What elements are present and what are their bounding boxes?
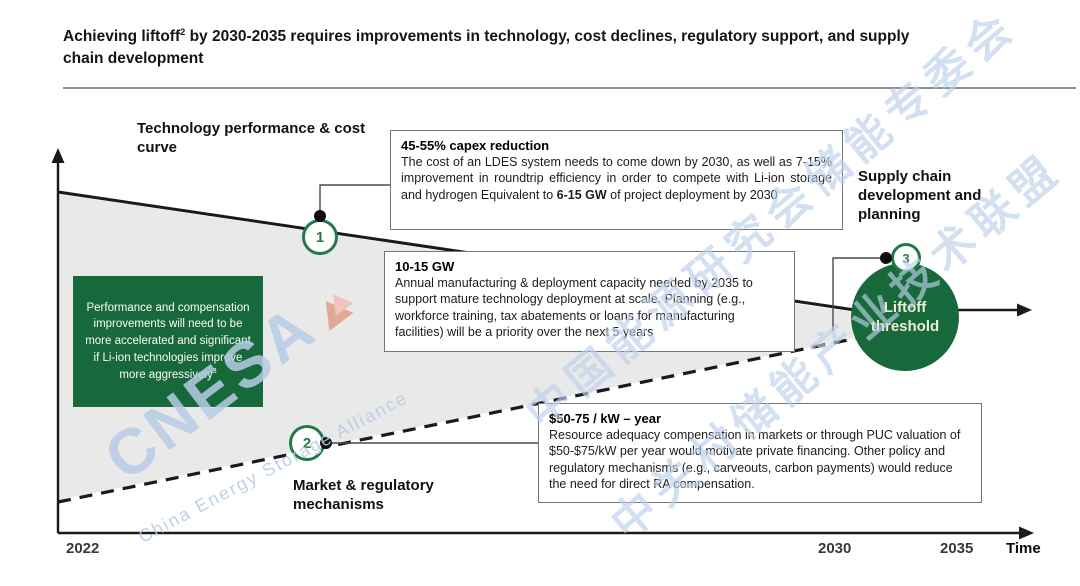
figure-title-text: Achieving liftoff	[63, 28, 181, 46]
callout-body: Resource adequacy compensation in market…	[549, 428, 961, 491]
connector-line-1	[319, 184, 390, 214]
liftoff-threshold-circle: Liftoff threshold	[851, 263, 959, 371]
figure-title-rest: by 2030-2035 requires improvements in te…	[63, 28, 910, 67]
callout-bold-value: 6-15 GW	[556, 187, 607, 202]
green-note-box: Performance and compensation improvement…	[73, 276, 263, 407]
callout-resource-adequacy: $50-75 / kW – year Resource adequacy com…	[538, 403, 982, 503]
footnote-marker-3: 3	[212, 367, 217, 375]
tick-2035: 2035	[940, 540, 974, 557]
footnote-marker-2: 2	[180, 27, 186, 37]
y-axis-arrowhead	[51, 148, 65, 163]
label-technology-curve: Technology performance & cost curve	[137, 120, 366, 157]
marker-circle-1: 1	[302, 219, 338, 255]
connector-line-3	[832, 257, 884, 331]
marker-dot-3	[880, 252, 892, 264]
label-supply-chain: Supply chain development and planning	[858, 168, 982, 224]
x-axis-arrowhead	[1019, 526, 1034, 540]
callout-body: Annual manufacturing & deployment capaci…	[395, 276, 753, 339]
market-mechanisms-line	[57, 331, 883, 504]
callout-body: The cost of an LDES system needs to come…	[401, 155, 832, 202]
callout-capex-reduction: 45-55% capex reduction The cost of an LD…	[390, 130, 843, 230]
label-market-mechanisms: Market & regulatory mechanisms	[293, 477, 434, 514]
tick-2022: 2022	[66, 540, 100, 557]
callout-manufacturing-capacity: 10-15 GW Annual manufacturing & deployme…	[384, 251, 795, 352]
marker-dot-2	[320, 437, 332, 449]
callout-title: $50-75 / kW – year	[549, 411, 662, 426]
tick-2030: 2030	[818, 540, 852, 557]
callout-title: 45-55% capex reduction	[401, 138, 550, 153]
liftoff-threshold-label: Liftoff threshold	[870, 298, 940, 336]
figure-title: Achieving liftoff2 by 2030-2035 requires…	[63, 26, 933, 70]
title-divider	[63, 87, 1076, 89]
marker-dot-1	[314, 210, 326, 222]
marker-circle-3: 3	[891, 243, 921, 273]
marker-circle-2: 2	[289, 425, 325, 461]
callout-title: 10-15 GW	[395, 259, 455, 274]
green-note-text: Performance and compensation improvement…	[85, 301, 251, 381]
time-axis-label: Time	[1006, 540, 1041, 557]
liftoff-arrowhead	[1017, 303, 1032, 317]
